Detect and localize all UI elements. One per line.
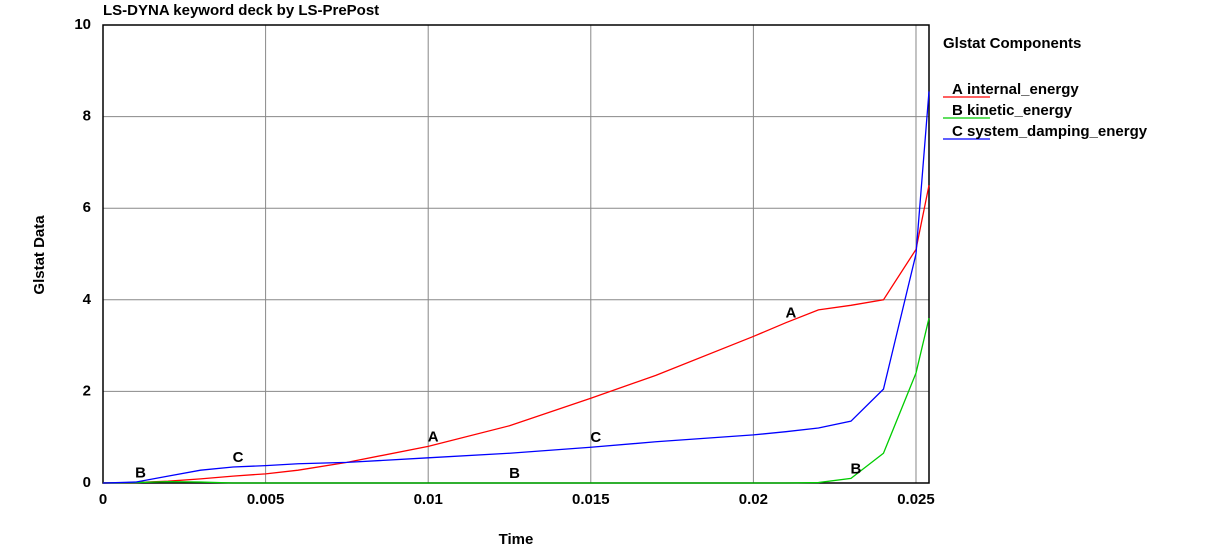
curve-label: B (851, 460, 862, 477)
curve-label: B (135, 465, 146, 482)
legend-label: kinetic_energy (967, 102, 1073, 119)
curve-label: A (785, 305, 796, 322)
legend-label: system_damping_energy (967, 123, 1148, 140)
curve-label: C (590, 429, 601, 446)
y-axis-label: Glstat Data (31, 215, 48, 295)
y-tick-label: 8 (83, 108, 91, 125)
legend-marker: B (952, 102, 963, 119)
series-line (102, 317, 930, 484)
y-tick-label: 0 (83, 474, 91, 491)
y-tick-label: 4 (83, 291, 92, 308)
x-tick-label: 0.02 (739, 491, 768, 508)
plot-frame (102, 24, 930, 484)
curve-label: B (509, 465, 520, 482)
series-line (102, 185, 930, 484)
x-tick-label: 0 (99, 491, 107, 508)
legend-marker: A (952, 81, 963, 98)
x-axis-label: Time (499, 531, 534, 548)
x-tick-label: 0.005 (247, 491, 285, 508)
legend-label: internal_energy (967, 81, 1079, 98)
y-tick-label: 6 (83, 199, 91, 216)
curve-label: C (233, 449, 244, 466)
x-tick-label: 0.025 (897, 491, 935, 508)
y-tick-label: 10 (74, 16, 91, 33)
x-tick-label: 0.01 (414, 491, 443, 508)
legend-marker: C (952, 123, 963, 140)
legend-title: Glstat Components (943, 35, 1081, 52)
series-line (102, 91, 930, 484)
curve-label: A (428, 428, 439, 445)
chart-title: LS-DYNA keyword deck by LS-PrePost (103, 2, 379, 19)
y-tick-label: 2 (83, 382, 91, 399)
x-tick-label: 0.015 (572, 491, 610, 508)
